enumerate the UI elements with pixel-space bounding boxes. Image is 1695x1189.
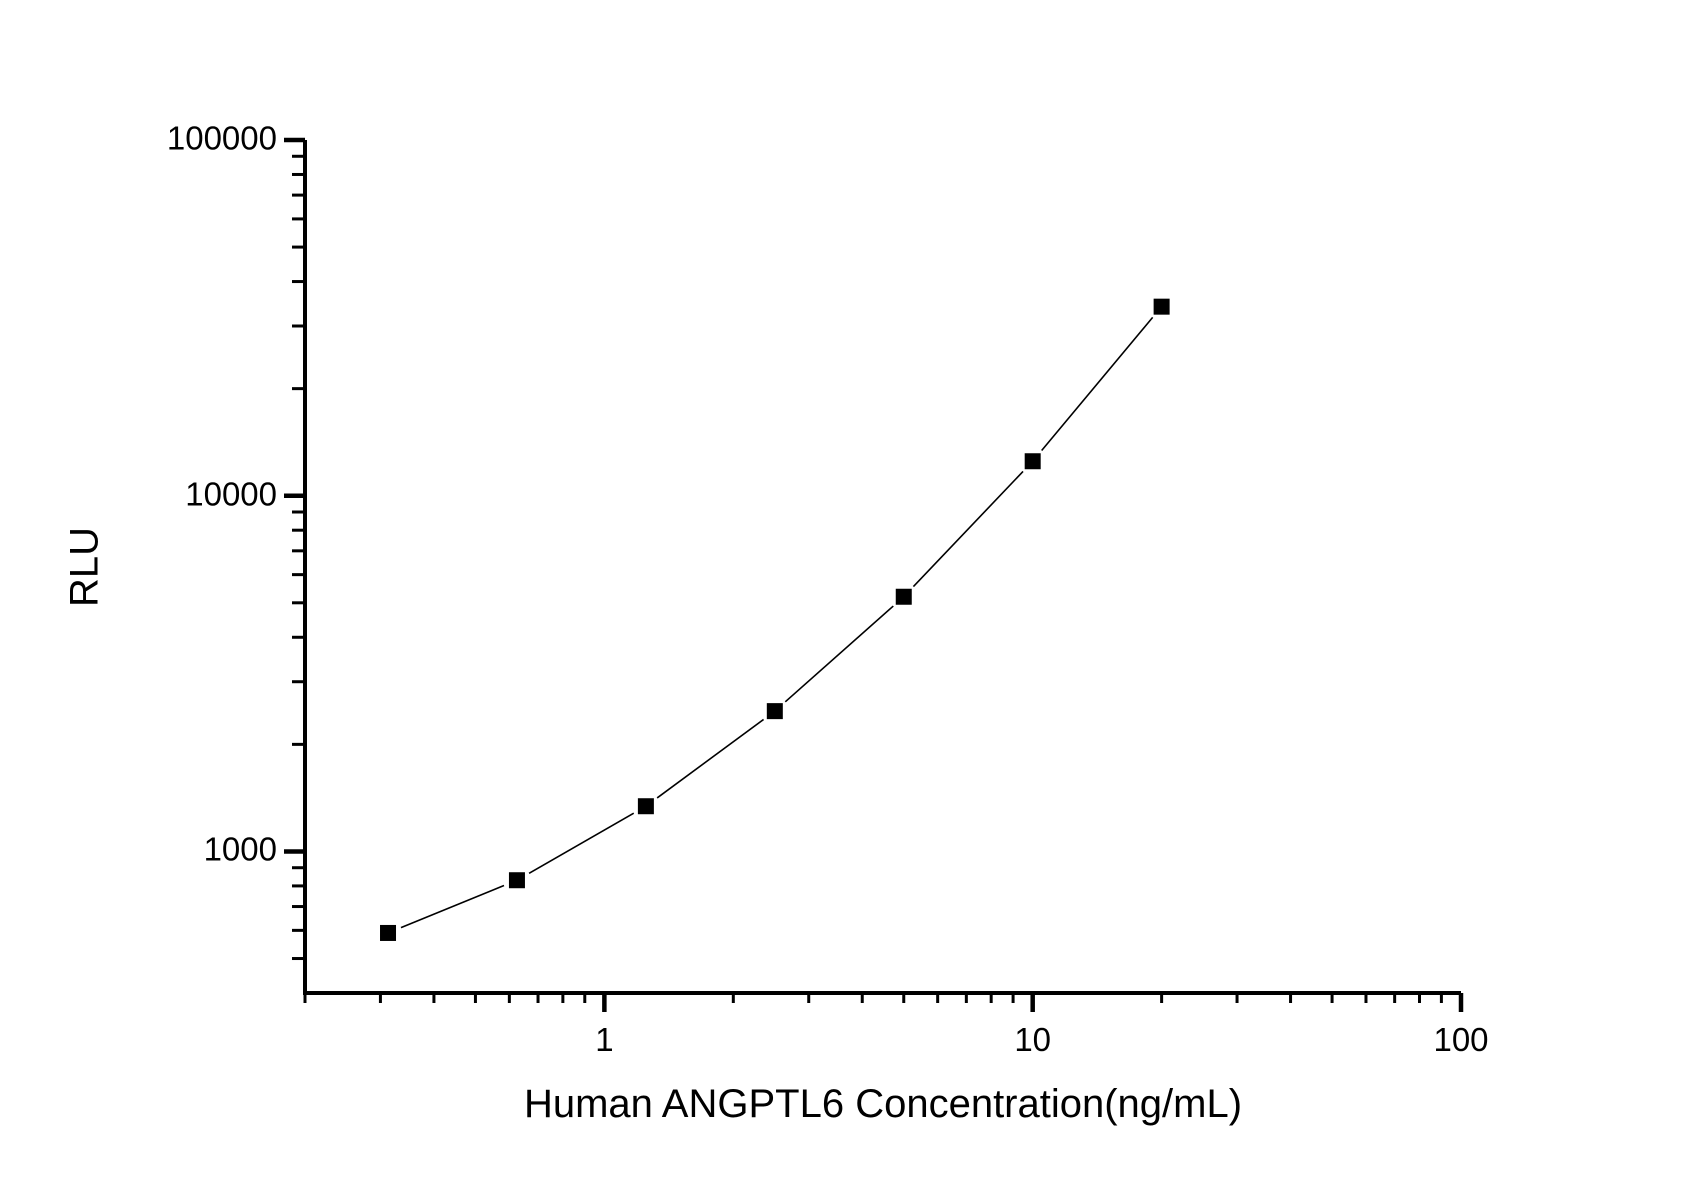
- series-line-segment: [784, 605, 894, 703]
- series-line-segment: [656, 718, 765, 799]
- x-tick-label: 1: [595, 1021, 614, 1058]
- data-point-marker: [637, 798, 654, 815]
- y-tick-label: 100000: [166, 119, 277, 157]
- series-line-segment: [912, 470, 1024, 588]
- y-tick-label: 1000: [203, 830, 277, 868]
- series-line-segment: [400, 884, 505, 929]
- series-line-segment: [528, 812, 635, 874]
- data-point-marker: [508, 872, 525, 889]
- y-axis-title: RLU: [62, 526, 107, 607]
- data-point-marker: [1024, 453, 1041, 470]
- data-point-marker: [380, 924, 397, 941]
- x-axis-title: Human ANGPTL6 Concentration(ng/mL): [523, 1082, 1243, 1126]
- x-tick-label: 100: [1433, 1021, 1489, 1058]
- data-point-marker: [895, 588, 912, 605]
- data-point-marker: [1153, 298, 1170, 315]
- x-tick-label: 10: [1014, 1021, 1052, 1058]
- data-point-marker: [766, 703, 783, 720]
- y-tick-label: 10000: [185, 475, 277, 513]
- series-line-segment: [1041, 316, 1154, 452]
